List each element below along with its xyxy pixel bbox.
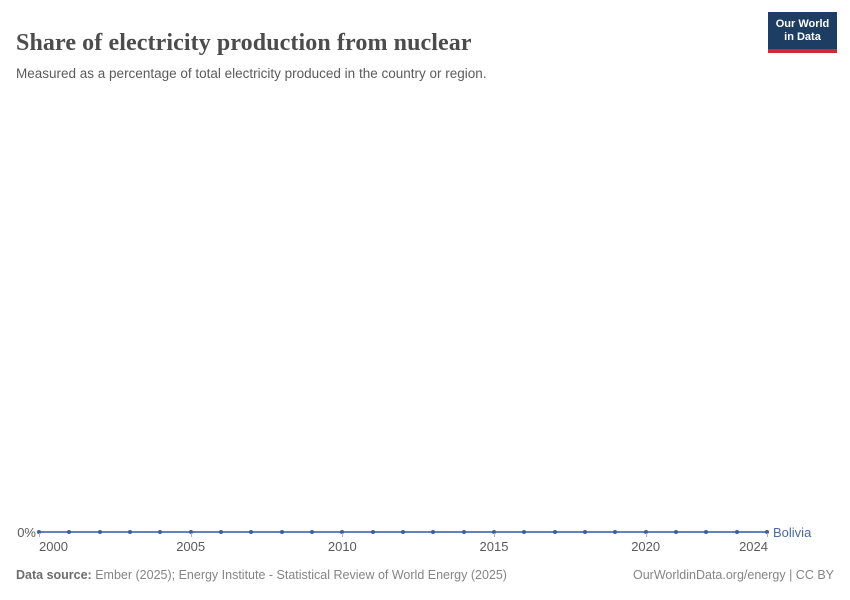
data-point [613,530,618,534]
owid-logo-text: Our World in Data [768,12,837,49]
data-point [158,530,163,534]
x-axis-tick-label: 2020 [631,539,661,554]
data-source-note: Data source: Ember (2025); Energy Instit… [16,568,507,582]
data-point [461,530,466,534]
data-point [340,530,345,534]
data-point [67,530,72,534]
data-point [97,530,102,534]
data-point [370,530,375,534]
data-point [704,530,709,534]
data-point [765,530,769,534]
data-point [522,530,527,534]
x-axis-tick [494,533,495,537]
x-axis-tick-label: 2024 [739,539,768,554]
data-point [643,530,648,534]
data-point [583,530,587,534]
x-axis-tick [39,533,40,537]
x-axis-tick-label: 2005 [176,539,206,554]
x-axis-tick-label: 2000 [39,539,68,554]
x-axis-tick-label: 2010 [327,539,357,554]
owid-logo-line2: in Data [784,30,821,43]
data-source-label: Data source: [16,568,92,582]
data-point [128,530,132,534]
credit-link[interactable]: OurWorldinData.org/energy | CC BY [632,568,834,582]
data-point [279,530,284,534]
owid-logo-line1: Our World [775,17,830,30]
data-point [674,530,678,534]
series-entity-label[interactable]: Bolivia [773,525,812,540]
y-axis-tick-label: 0% [17,525,36,540]
chart-title: Share of electricity production from nuc… [16,30,472,57]
data-point [401,530,405,534]
data-point [310,530,314,534]
data-point [552,530,557,534]
data-point [734,530,739,534]
data-point [37,530,41,534]
data-point [431,530,436,534]
data-point [249,530,254,534]
chart-subtitle: Measured as a percentage of total electr… [16,65,487,81]
x-axis-tick [342,533,344,537]
owid-logo-red-bar [768,49,837,53]
data-point [219,530,223,534]
owid-logo[interactable]: Our World in Data [768,12,837,53]
data-point [188,530,193,534]
data-point [492,530,496,534]
x-axis-tick-label: 2015 [479,539,509,554]
x-axis-tick [645,533,647,537]
x-axis-tick [190,533,192,537]
data-source-text: Ember (2025); Energy Institute - Statist… [91,568,507,582]
chart-footer: Data source: Ember (2025); Energy Instit… [16,568,834,582]
x-axis-tick [767,533,768,537]
